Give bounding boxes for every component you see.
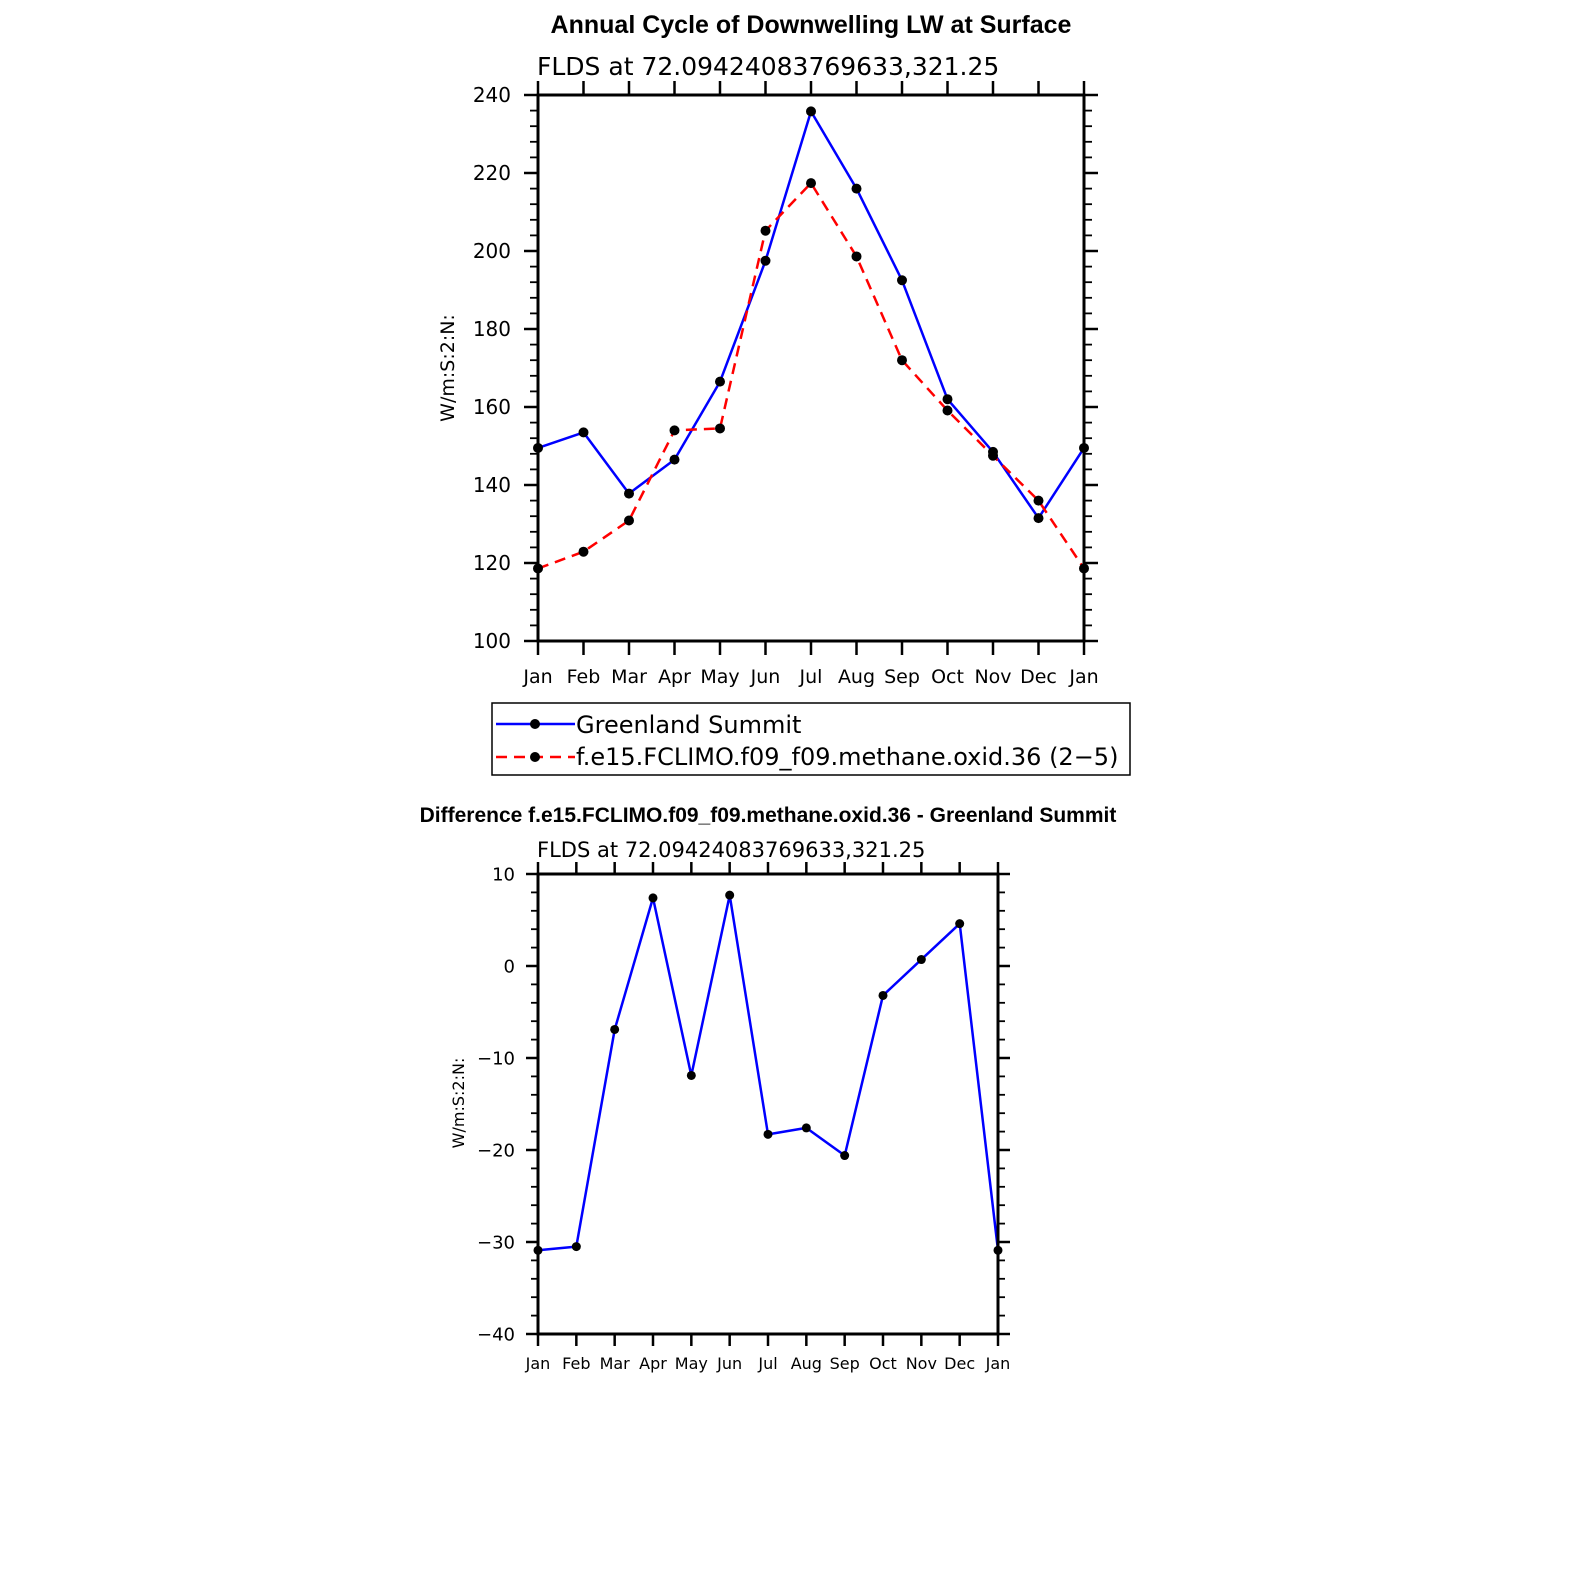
plot-frame bbox=[536, 93, 1086, 643]
x-tick-label: Aug bbox=[838, 666, 875, 688]
chart-subtitle: FLDS at 72.09424083769633,321.25 bbox=[537, 52, 999, 81]
x-tick-label: Nov bbox=[974, 666, 1011, 688]
legend-marker-model bbox=[530, 752, 540, 762]
data-point-s0 bbox=[878, 990, 888, 1000]
x-tick-label: Nov bbox=[906, 1354, 937, 1373]
data-point-s0 bbox=[801, 1123, 811, 1133]
x-tick-label: Mar bbox=[600, 1354, 631, 1373]
x-tick-label: Aug bbox=[791, 1354, 822, 1373]
legend-label-greenland: Greenland Summit bbox=[576, 711, 801, 739]
data-point-s0 bbox=[578, 427, 589, 438]
data-point-s0 bbox=[1033, 513, 1044, 524]
x-tick-label: Apr bbox=[658, 666, 691, 688]
legend-label-model: f.e15.FCLIMO.f09_f09.methane.oxid.36 (2−… bbox=[576, 743, 1118, 771]
difference-chart-title: Difference f.e15.FCLIMO.f09_f09.methane.… bbox=[420, 804, 1117, 827]
data-point-s1 bbox=[669, 425, 680, 436]
difference-chart: Difference f.e15.FCLIMO.f09_f09.methane.… bbox=[420, 804, 1117, 1373]
data-point-s1 bbox=[988, 450, 998, 461]
y-tick-label: 140 bbox=[473, 473, 511, 497]
data-point-s0 bbox=[851, 183, 862, 194]
data-point-s0 bbox=[916, 955, 926, 965]
y-tick-label: 100 bbox=[473, 629, 511, 653]
data-point-s0 bbox=[897, 275, 907, 286]
x-tick-label: Jun bbox=[716, 1354, 742, 1373]
data-point-s0 bbox=[686, 1070, 696, 1080]
difference-plot-frame bbox=[536, 872, 1000, 1336]
data-point-s1 bbox=[806, 178, 816, 189]
x-tick-label: May bbox=[700, 666, 739, 688]
x-tick-label: Jan bbox=[525, 1354, 551, 1373]
data-point-s1 bbox=[897, 355, 907, 366]
legend-box bbox=[491, 702, 1131, 776]
data-point-s0 bbox=[571, 1242, 581, 1252]
x-tick-label: May bbox=[675, 1354, 708, 1373]
data-point-s0 bbox=[624, 488, 634, 499]
y-tick-label: 120 bbox=[473, 551, 511, 575]
x-tick-label: Jul bbox=[757, 1354, 777, 1373]
data-point-s0 bbox=[955, 919, 965, 929]
series-line-0 bbox=[537, 110, 1086, 520]
chart-title: Annual Cycle of Downwelling LW at Surfac… bbox=[551, 11, 1072, 39]
data-point-s1 bbox=[1033, 495, 1044, 506]
y-tick-label: 10 bbox=[492, 864, 515, 885]
data-point-s1 bbox=[942, 405, 953, 416]
data-point-s0 bbox=[715, 376, 725, 387]
series-line-1 bbox=[537, 181, 1086, 570]
x-tick-label: Jun bbox=[750, 666, 781, 688]
data-point-s1 bbox=[715, 423, 725, 434]
x-tick-label: Feb bbox=[562, 1354, 590, 1373]
data-point-s0 bbox=[610, 1024, 620, 1034]
data-point-s0 bbox=[669, 454, 680, 465]
y-tick-label: 180 bbox=[473, 317, 511, 341]
y-axis-label: W/m:S:2:N: bbox=[437, 314, 459, 422]
data-point-s1 bbox=[851, 251, 862, 262]
data-point-s0 bbox=[648, 893, 658, 903]
data-point-s1 bbox=[624, 515, 634, 526]
y-tick-label: 240 bbox=[473, 83, 511, 107]
y-tick-label: 220 bbox=[473, 161, 511, 185]
series-line-0 bbox=[537, 893, 1000, 1252]
x-tick-label: Oct bbox=[931, 666, 964, 688]
x-tick-label: Jan bbox=[522, 666, 552, 688]
legend-marker-greenland bbox=[530, 719, 540, 729]
y-tick-label: −20 bbox=[477, 1140, 515, 1161]
x-tick-label: Sep bbox=[884, 666, 920, 688]
x-tick-label: Apr bbox=[639, 1354, 667, 1373]
y-tick-label: 200 bbox=[473, 239, 511, 263]
x-tick-label: Feb bbox=[567, 666, 601, 688]
x-tick-label: Dec bbox=[944, 1354, 975, 1373]
y-tick-label: 0 bbox=[504, 956, 515, 977]
y-tick-label: −30 bbox=[477, 1232, 515, 1253]
data-point-s1 bbox=[578, 546, 589, 557]
x-tick-label: Jan bbox=[1068, 666, 1098, 688]
x-tick-label: Jul bbox=[799, 666, 823, 688]
x-tick-label: Jan bbox=[985, 1354, 1011, 1373]
data-point-s0 bbox=[806, 106, 816, 117]
legend: Greenland Summit f.e15.FCLIMO.f09_f09.me… bbox=[491, 702, 1131, 776]
x-tick-label: Mar bbox=[611, 666, 647, 688]
x-tick-label: Sep bbox=[830, 1354, 860, 1373]
y-tick-label: 160 bbox=[473, 395, 511, 419]
data-point-s0 bbox=[840, 1151, 850, 1161]
data-point-s1 bbox=[760, 225, 771, 236]
data-point-s0 bbox=[763, 1129, 773, 1139]
difference-chart-subtitle: FLDS at 72.09424083769633,321.25 bbox=[537, 838, 925, 862]
data-point-s0 bbox=[942, 394, 953, 405]
difference-y-axis-label: W/m:S:2:N: bbox=[449, 1058, 468, 1149]
annual-cycle-chart: Annual Cycle of Downwelling LW at Surfac… bbox=[437, 11, 1131, 776]
x-tick-label: Dec bbox=[1020, 666, 1057, 688]
data-point-s0 bbox=[760, 255, 771, 266]
x-tick-label: Oct bbox=[869, 1354, 897, 1373]
data-point-s0 bbox=[725, 890, 735, 900]
y-tick-label: −40 bbox=[477, 1324, 515, 1345]
y-tick-label: −10 bbox=[477, 1048, 515, 1069]
